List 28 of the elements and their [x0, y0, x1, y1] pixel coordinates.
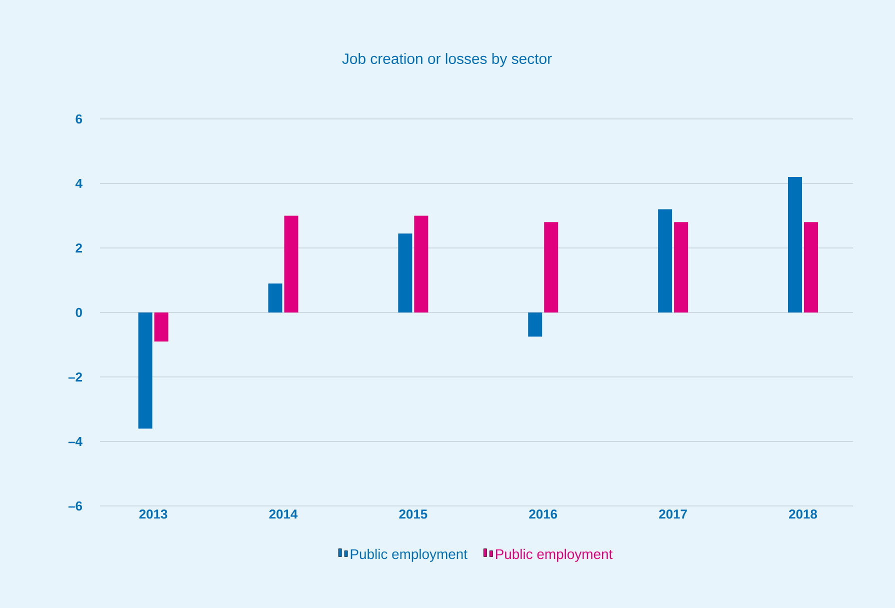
y-tick-label: 4 — [75, 179, 82, 188]
y-tick-label: –6 — [68, 501, 82, 511]
x-tick-label: 2013 — [139, 510, 168, 519]
x-tick-label: 2016 — [529, 510, 558, 519]
bar — [138, 312, 152, 429]
legend-label: Public employment — [350, 548, 468, 562]
x-tick-label: 2015 — [399, 510, 428, 519]
bar — [268, 283, 282, 312]
bar — [804, 222, 818, 312]
bar — [154, 312, 168, 342]
bar — [398, 233, 412, 312]
x-tick-label: 2014 — [269, 510, 298, 519]
bar — [414, 216, 428, 312]
chart-title: Job creation or losses by sector — [342, 53, 552, 67]
y-tick-label: 6 — [76, 114, 82, 124]
bar — [528, 312, 542, 337]
bar — [788, 177, 802, 312]
x-tick-label: 2018 — [789, 510, 817, 519]
y-tick-label: –2 — [68, 372, 82, 382]
bar — [544, 222, 558, 312]
y-tick-label: –4 — [68, 437, 82, 446]
x-tick-label: 2017 — [659, 510, 687, 519]
bar — [284, 216, 298, 312]
bar — [674, 222, 688, 312]
y-tick-label: 0 — [76, 308, 82, 318]
bar — [658, 209, 672, 312]
legend-label: Public employment — [496, 548, 613, 562]
y-tick-label: 2 — [76, 243, 82, 252]
